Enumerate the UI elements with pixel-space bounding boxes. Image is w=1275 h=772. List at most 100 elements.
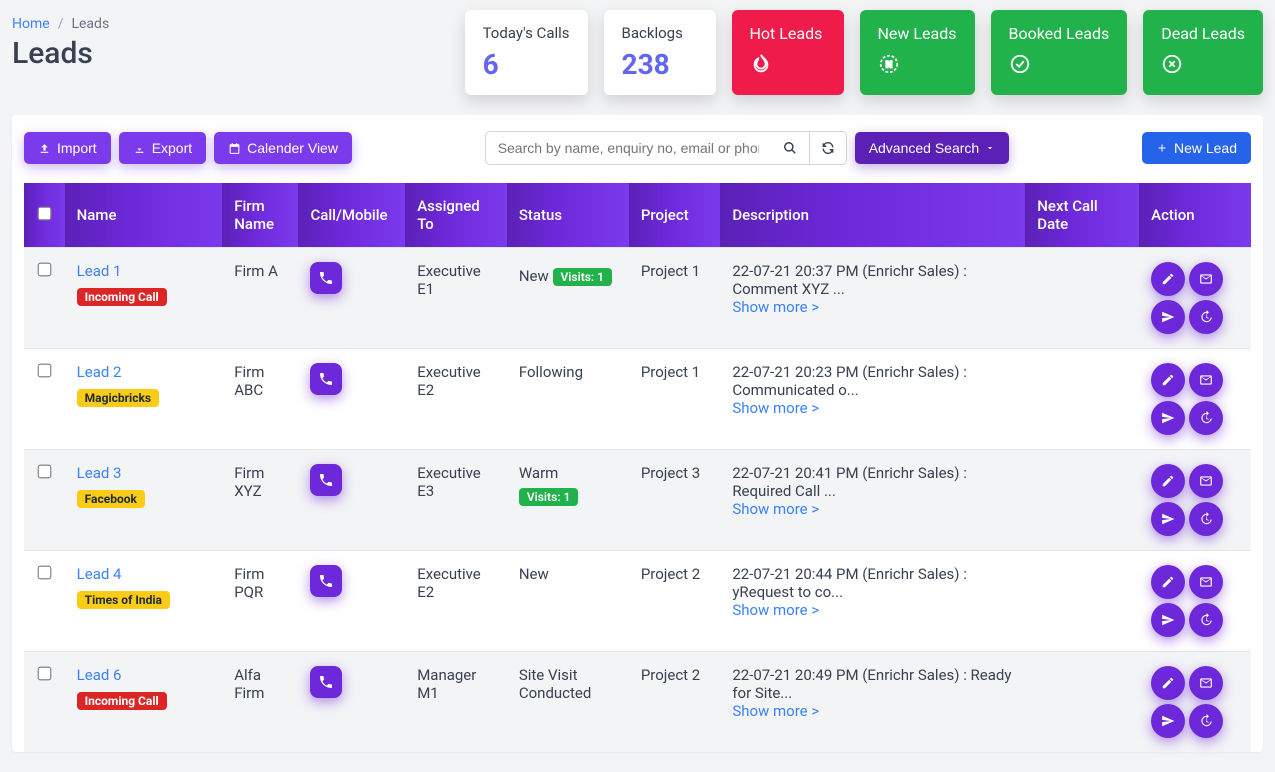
edit-button[interactable] [1151, 262, 1185, 296]
send-button[interactable] [1151, 300, 1185, 334]
edit-button[interactable] [1151, 666, 1185, 700]
th-firm[interactable]: Firm Name [222, 183, 298, 248]
status-cell: New [519, 267, 549, 285]
th-assigned[interactable]: Assigned To [405, 183, 507, 248]
th-description[interactable]: Description [720, 183, 1025, 248]
export-button[interactable]: Export [119, 132, 206, 164]
assigned-cell: Executive E2 [405, 551, 507, 652]
edit-button[interactable] [1151, 565, 1185, 599]
show-more-link[interactable]: Show more > [732, 702, 819, 720]
plus-icon [1156, 142, 1168, 154]
email-button[interactable] [1189, 262, 1223, 296]
firm-cell: Firm XYZ [222, 450, 298, 551]
phone-icon [318, 270, 334, 286]
call-button[interactable] [310, 363, 342, 395]
show-more-link[interactable]: Show more > [732, 399, 819, 417]
envelope-icon [1199, 676, 1213, 690]
show-more-link[interactable]: Show more > [732, 601, 819, 619]
th-status[interactable]: Status [507, 183, 629, 248]
lead-link[interactable]: Lead 6 [77, 666, 122, 684]
refresh-button[interactable] [809, 131, 847, 165]
lead-link[interactable]: Lead 2 [77, 363, 122, 381]
row-checkbox[interactable] [38, 364, 52, 378]
pencil-icon [1161, 474, 1175, 488]
svg-text:N: N [885, 61, 891, 71]
status-cell: Warm [519, 464, 558, 482]
history-button[interactable] [1189, 502, 1223, 536]
advanced-search-button[interactable]: Advanced Search [855, 132, 1010, 164]
lead-link[interactable]: Lead 1 [77, 262, 122, 280]
row-checkbox[interactable] [38, 667, 52, 681]
visits-badge: Visits: 1 [519, 488, 579, 506]
send-button[interactable] [1151, 704, 1185, 738]
breadcrumb: Home / Leads [12, 10, 109, 32]
email-button[interactable] [1189, 666, 1223, 700]
show-more-link[interactable]: Show more > [732, 500, 819, 518]
assigned-cell: Manager M1 [405, 652, 507, 753]
th-call[interactable]: Call/Mobile [298, 183, 405, 248]
phone-icon [318, 573, 334, 589]
phone-icon [318, 472, 334, 488]
th-name[interactable]: Name [65, 183, 223, 248]
send-button[interactable] [1151, 502, 1185, 536]
email-button[interactable] [1189, 464, 1223, 498]
lead-link[interactable]: Lead 4 [77, 565, 122, 583]
phone-icon [318, 674, 334, 690]
stat-backlogs[interactable]: Backlogs 238 [604, 10, 716, 95]
stat-booked-leads[interactable]: Booked Leads [991, 10, 1128, 95]
history-button[interactable] [1189, 401, 1223, 435]
source-tag: Incoming Call [77, 692, 167, 710]
email-button[interactable] [1189, 565, 1223, 599]
table-row: Lead 1 Incoming Call Firm A Executive E1… [24, 248, 1251, 349]
select-all-checkbox[interactable] [38, 207, 52, 221]
table-row: Lead 6 Incoming Call Alfa Firm Manager M… [24, 652, 1251, 753]
next-call-cell [1025, 450, 1139, 551]
call-button[interactable] [310, 565, 342, 597]
email-button[interactable] [1189, 363, 1223, 397]
description-cell: 22-07-21 20:44 PM (Enrichr Sales) : yReq… [732, 565, 967, 601]
assigned-cell: Executive E3 [405, 450, 507, 551]
call-button[interactable] [310, 464, 342, 496]
stat-dead-leads[interactable]: Dead Leads [1143, 10, 1263, 95]
stat-new-leads[interactable]: New Leads N [860, 10, 975, 95]
history-button[interactable] [1189, 704, 1223, 738]
description-cell: 22-07-21 20:23 PM (Enrichr Sales) : Comm… [732, 363, 967, 399]
show-more-link[interactable]: Show more > [732, 298, 819, 316]
upload-icon [38, 142, 51, 155]
th-next-call[interactable]: Next Call Date [1025, 183, 1139, 248]
lead-link[interactable]: Lead 3 [77, 464, 122, 482]
project-cell: Project 2 [629, 551, 720, 652]
assigned-cell: Executive E1 [405, 248, 507, 349]
envelope-icon [1199, 474, 1213, 488]
call-button[interactable] [310, 262, 342, 294]
call-button[interactable] [310, 666, 342, 698]
flame-icon [750, 53, 826, 75]
firm-cell: Firm PQR [222, 551, 298, 652]
edit-button[interactable] [1151, 464, 1185, 498]
send-button[interactable] [1151, 401, 1185, 435]
edit-button[interactable] [1151, 363, 1185, 397]
search-button[interactable] [771, 131, 809, 165]
search-input[interactable] [485, 131, 771, 165]
stat-hot-leads[interactable]: Hot Leads [732, 10, 844, 95]
calendar-view-button[interactable]: Calender View [214, 132, 352, 164]
stat-todays-calls[interactable]: Today's Calls 6 [465, 10, 588, 95]
stat-label: Backlogs [622, 24, 698, 42]
th-project[interactable]: Project [629, 183, 720, 248]
leads-table: Name Firm Name Call/Mobile Assigned To S… [24, 183, 1251, 752]
project-cell: Project 1 [629, 349, 720, 450]
visits-badge: Visits: 1 [553, 268, 613, 286]
history-button[interactable] [1189, 300, 1223, 334]
row-checkbox[interactable] [38, 465, 52, 479]
import-button[interactable]: Import [24, 132, 111, 164]
send-button[interactable] [1151, 603, 1185, 637]
row-checkbox[interactable] [38, 263, 52, 277]
history-button[interactable] [1189, 603, 1223, 637]
breadcrumb-home[interactable]: Home [12, 16, 50, 32]
paper-plane-icon [1161, 411, 1175, 425]
stat-label: Today's Calls [483, 24, 570, 42]
new-lead-button[interactable]: New Lead [1142, 132, 1251, 164]
refresh-icon [821, 141, 835, 155]
project-cell: Project 1 [629, 248, 720, 349]
row-checkbox[interactable] [38, 566, 52, 580]
